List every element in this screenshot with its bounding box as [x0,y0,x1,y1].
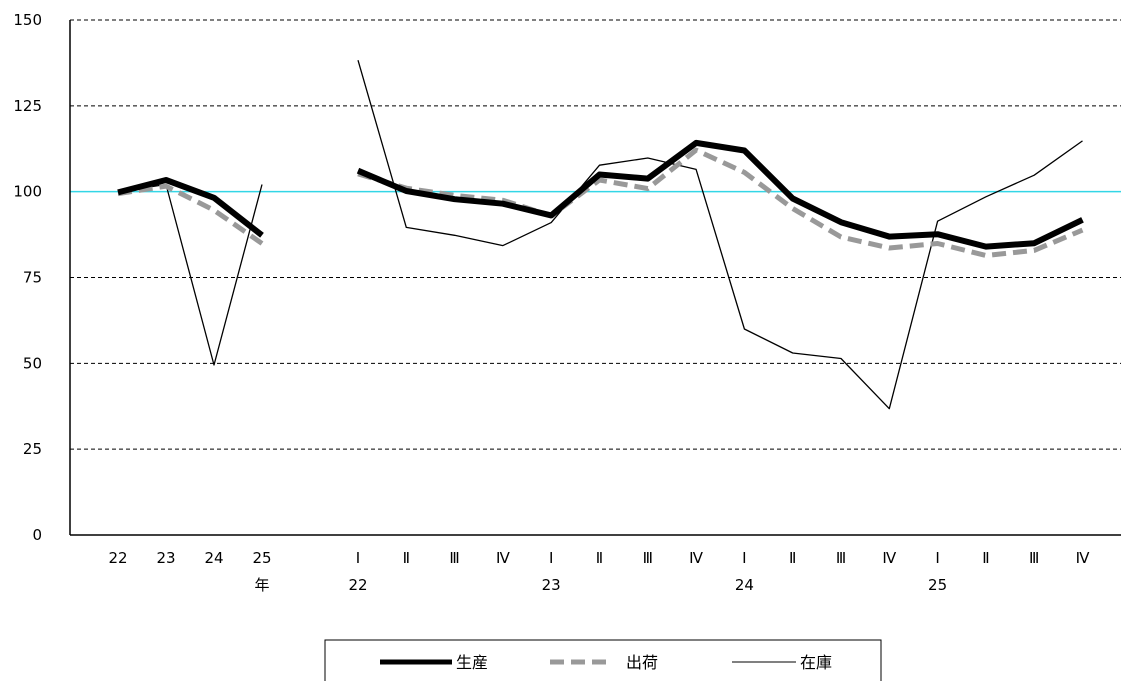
y-tick-label-0: 0 [32,526,42,544]
x-group-label-year-25: 25 [928,576,947,594]
x-tick-label-quarter-16: Ⅳ [1076,549,1090,567]
x-tick-label-quarter-8: Ⅳ [689,549,703,567]
x-tick-label-quarter-12: Ⅳ [882,549,896,567]
x-tick-label-annual-23: 23 [156,549,175,567]
x-tick-label-quarter-2: Ⅱ [403,549,410,567]
x-group-label-year-23: 23 [542,576,561,594]
x-group-label-year-24: 24 [735,576,754,594]
x-tick-label-annual-25: 25 [252,549,271,567]
x-tick-label-quarter-4: Ⅳ [496,549,510,567]
x-tick-labels: 22 23 24 25 年 Ⅰ Ⅱ Ⅲ Ⅳ Ⅰ Ⅱ Ⅲ Ⅳ Ⅰ Ⅱ Ⅲ Ⅳ Ⅰ Ⅱ Ⅲ Ⅳ 22 23 24 25 [108,549,1089,594]
x-tick-label-quarter-6: Ⅱ [596,549,603,567]
series-line-生産-quarterly [356,139,1084,250]
y-tick-label-150: 150 [13,11,42,29]
x-tick-label-annual-24: 24 [204,549,223,567]
series-line-出荷-quarterly [357,147,1084,258]
x-tick-label-quarter-14: Ⅱ [982,549,989,567]
y-tick-label-75: 75 [23,269,42,287]
y-tick-labels: 0 25 50 75 100 125 150 [13,11,42,544]
y-tick-label-50: 50 [23,354,42,372]
y-tick-label-25: 25 [23,440,42,458]
x-group-label-year-22: 22 [348,576,367,594]
x-tick-label-quarter-15: Ⅲ [1029,549,1039,567]
legend-label-production: 生産 [456,653,488,672]
x-group-label-annual: 年 [254,576,269,594]
grid-lines [70,19,1121,450]
series-layer [117,60,1084,410]
y-tick-label-100: 100 [13,183,42,201]
legend-label-inventory: 在庫 [800,653,832,672]
x-tick-label-quarter-10: Ⅱ [789,549,796,567]
series-line-出荷-annual [117,183,264,246]
series-line-在庫-annual [117,183,263,366]
legend: 生産 出荷 在庫 [324,639,882,681]
x-tick-label-quarter-1: Ⅰ [356,549,360,567]
series-line-在庫-quarterly [357,60,1083,410]
x-tick-label-quarter-7: Ⅲ [643,549,653,567]
series-line-生産-annual [117,177,264,238]
y-tick-label-125: 125 [13,97,42,115]
x-tick-label-quarter-9: Ⅰ [742,549,746,567]
axes [69,20,1121,536]
x-tick-label-quarter-5: Ⅰ [549,549,553,567]
x-tick-label-quarter-11: Ⅲ [836,549,846,567]
legend-label-shipment: 出荷 [626,653,658,672]
x-tick-label-annual-22: 22 [108,549,127,567]
x-tick-label-quarter-13: Ⅰ [935,549,939,567]
x-tick-label-quarter-3: Ⅲ [449,549,459,567]
